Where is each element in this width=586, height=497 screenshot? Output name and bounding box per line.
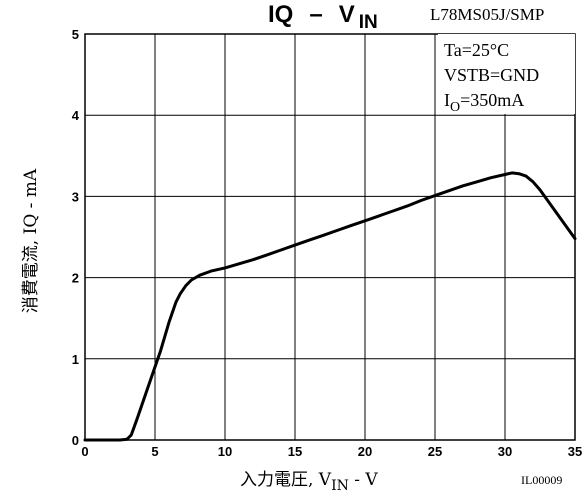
- conditions-box: [438, 34, 575, 114]
- y-tick-label-1: 1: [72, 352, 79, 367]
- x-tick-label-5: 5: [151, 444, 158, 459]
- x-tick-label-10: 10: [218, 444, 232, 459]
- condition-ta: Ta=25°C: [444, 40, 509, 60]
- x-tick-label-0: 0: [81, 444, 88, 459]
- x-tick-label-35: 35: [568, 444, 582, 459]
- part-number: L78MS05J/SMP: [430, 5, 544, 24]
- figure-code: IL00009: [521, 473, 562, 487]
- y-axis-label: 消費電流, IQ - mA: [21, 168, 41, 313]
- x-tick-label-25: 25: [428, 444, 442, 459]
- x-tick-label-20: 20: [358, 444, 372, 459]
- y-tick-label-0: 0: [72, 433, 79, 448]
- condition-io: IO=350mA: [444, 90, 524, 115]
- x-tick-label-15: 15: [288, 444, 302, 459]
- y-tick-labels: 0 1 2 3 4 5: [72, 27, 80, 448]
- title-dash: –: [309, 1, 322, 28]
- title-v: V: [339, 1, 355, 28]
- x-tick-labels: 0 5 10 15 20 25 30 35: [81, 444, 582, 459]
- title-iq: IQ: [268, 1, 293, 28]
- y-tick-label-5: 5: [72, 27, 79, 42]
- x-tick-label-30: 30: [498, 444, 512, 459]
- title-v-sub: IN: [359, 12, 378, 33]
- y-tick-label-2: 2: [72, 271, 79, 286]
- chart-title: IQ – V IN: [268, 1, 378, 33]
- condition-vstb: VSTB=GND: [444, 65, 539, 85]
- series-line: [83, 171, 577, 442]
- y-tick-label-4: 4: [72, 108, 80, 123]
- y-tick-label-3: 3: [72, 189, 79, 204]
- x-axis-label: 入力電圧, VIN - V: [240, 470, 378, 494]
